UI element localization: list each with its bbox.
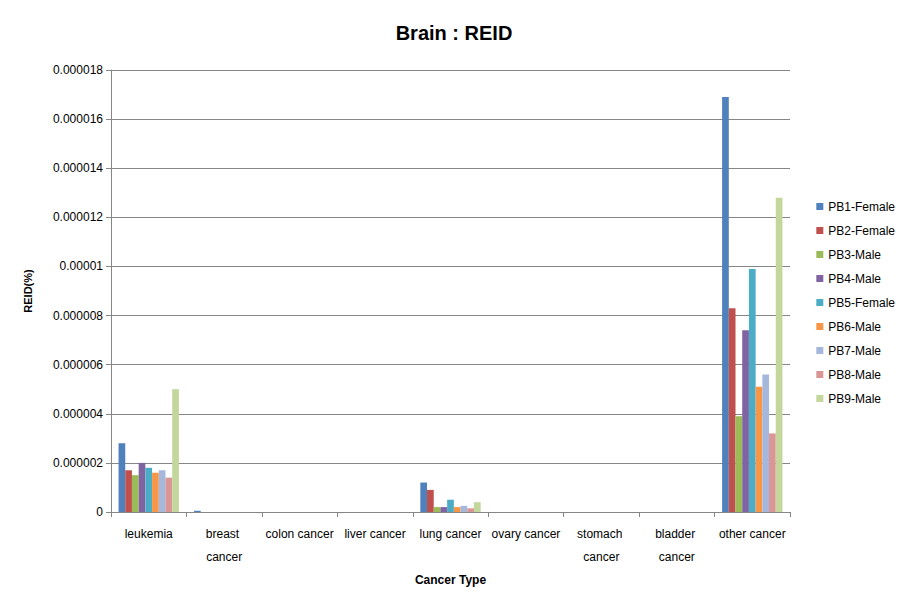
svg-text:0.000006: 0.000006 <box>53 358 103 372</box>
svg-text:0.000012: 0.000012 <box>53 210 103 224</box>
svg-text:cancer: cancer <box>206 550 242 564</box>
svg-text:PB1-Female: PB1-Female <box>828 200 895 214</box>
svg-text:PB9-Male: PB9-Male <box>828 392 881 406</box>
svg-text:cancer: cancer <box>659 550 695 564</box>
svg-text:PB4-Male: PB4-Male <box>828 272 881 286</box>
svg-text:0.000002: 0.000002 <box>53 456 103 470</box>
svg-text:breast: breast <box>206 527 243 541</box>
svg-text:Brain : REID: Brain : REID <box>396 22 513 44</box>
svg-text:REID(%): REID(%) <box>22 269 34 313</box>
svg-text:PB2-Female: PB2-Female <box>828 224 895 238</box>
svg-text:0: 0 <box>96 505 103 519</box>
svg-text:0.000018: 0.000018 <box>53 63 103 77</box>
svg-text:0.00001: 0.00001 <box>60 259 104 273</box>
svg-text:PB7-Male: PB7-Male <box>828 344 881 358</box>
svg-text:other cancer: other cancer <box>719 527 786 541</box>
svg-text:0.000014: 0.000014 <box>53 161 103 175</box>
svg-text:leukemia: leukemia <box>125 527 173 541</box>
svg-text:liver cancer: liver cancer <box>344 527 405 541</box>
svg-text:0.000008: 0.000008 <box>53 309 103 323</box>
svg-text:stomach: stomach <box>577 527 626 541</box>
svg-text:0.000016: 0.000016 <box>53 112 103 126</box>
svg-text:PB6-Male: PB6-Male <box>828 320 881 334</box>
svg-text:PB5-Female: PB5-Female <box>828 296 895 310</box>
svg-text:lung cancer: lung cancer <box>419 527 481 541</box>
svg-text:bladder: bladder <box>655 527 698 541</box>
svg-text:0.000004: 0.000004 <box>53 407 103 421</box>
svg-text:Cancer Type: Cancer Type <box>415 573 486 587</box>
svg-text:PB3-Male: PB3-Male <box>828 248 881 262</box>
svg-text:PB8-Male: PB8-Male <box>828 368 881 382</box>
svg-text:cancer: cancer <box>583 550 619 564</box>
svg-text:colon cancer: colon cancer <box>266 527 334 541</box>
svg-text:ovary cancer: ovary cancer <box>492 527 561 541</box>
